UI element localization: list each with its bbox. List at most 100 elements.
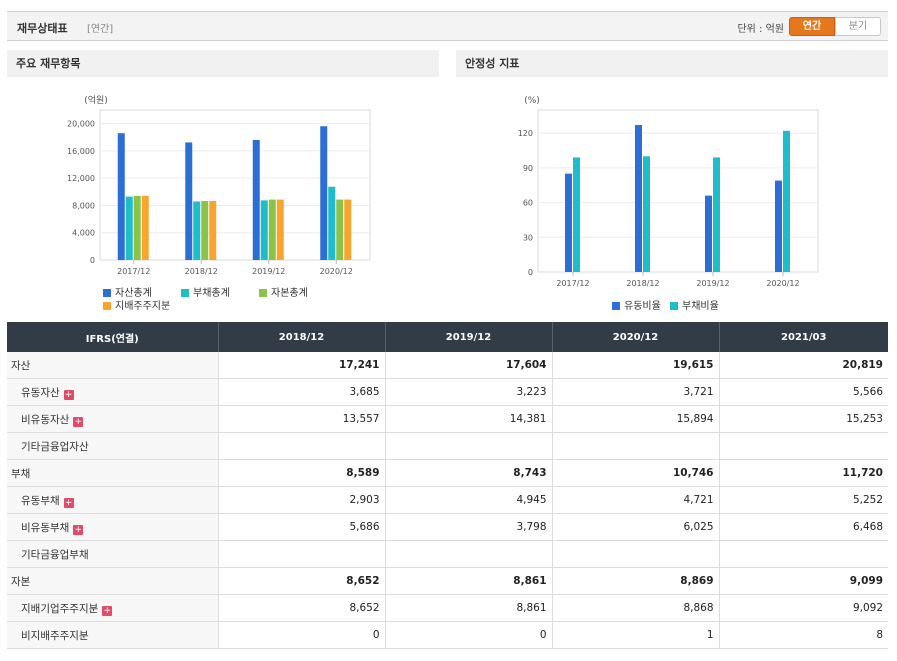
header-ifrs: IFRS(연결) — [7, 322, 219, 352]
table-cell: 17,241 — [218, 352, 386, 379]
row-label: 기타금융업자산 — [7, 432, 219, 460]
x-tick-label: 2020/12 — [766, 279, 799, 288]
table-cell: 0 — [218, 621, 386, 649]
table-row: 유동자산 +3,685 3,223 3,721 5,566 — [7, 378, 888, 406]
table-cell: 8,589 — [218, 459, 386, 487]
legend-item-equity: 자본총계 — [259, 284, 308, 299]
table-cell: 10,746 — [552, 459, 720, 487]
table-cell: 0 — [385, 621, 553, 649]
legend-swatch — [181, 289, 189, 297]
row-label: 부채 — [7, 459, 219, 487]
table-cell — [552, 540, 720, 568]
expand-plus-icon[interactable]: + — [102, 605, 113, 616]
section-title: 재무상태표 — [17, 22, 68, 35]
legend-swatch — [612, 302, 620, 310]
y-tick-label: 60 — [523, 199, 533, 208]
table-row: 자산 17,241 17,604 19,615 20,819 — [7, 352, 888, 379]
left-panel-title: 주요 재무항목 — [7, 50, 439, 77]
section-header: 재무상태표 [연간] 단위 : 억원 연간 분기 — [7, 11, 888, 41]
expand-plus-icon[interactable]: + — [63, 389, 74, 400]
header-period: 2021/03 — [719, 322, 888, 352]
table-cell: 4,721 — [552, 486, 720, 514]
expand-plus-icon[interactable]: + — [73, 524, 84, 535]
table-cell: 6,468 — [719, 513, 888, 541]
y-tick-label: 20,000 — [67, 120, 95, 129]
table-cell: 15,253 — [719, 405, 888, 433]
table-cell: 11,720 — [719, 459, 888, 487]
row-label: 자산 — [7, 352, 219, 379]
y-tick-label: 0 — [528, 268, 533, 277]
bar-1 — [252, 139, 260, 260]
row-label-text: 비유동자산 — [21, 413, 70, 426]
bar-2 — [573, 157, 580, 272]
bar-1 — [565, 173, 572, 272]
table-cell — [385, 540, 553, 568]
row-label[interactable]: 지배기업주주지분 + — [7, 594, 219, 622]
table-cell: 8,869 — [552, 567, 720, 595]
legend-item-controlling-interest: 지배주주지분 — [103, 297, 170, 312]
table-cell: 2,903 — [218, 486, 386, 514]
bar-2 — [783, 130, 790, 272]
row-label-text: 기타금융업부채 — [21, 548, 89, 561]
stability-chart: 0 30 60 90 120 (%) 2017/12 2018/12 2019/12 2020/1… — [518, 96, 819, 288]
bar-4 — [344, 199, 352, 260]
row-label-text: 지배기업주주지분 — [21, 602, 99, 615]
header-period: 2018/12 — [218, 322, 386, 352]
row-label-text: 부채 — [11, 467, 31, 480]
table-row: 유동부채 +2,903 4,945 4,721 5,252 — [7, 486, 888, 514]
table-cell: 8,652 — [218, 594, 386, 622]
table-row: 자본 8,652 8,861 8,869 9,099 — [7, 567, 888, 595]
table-cell: 3,798 — [385, 513, 553, 541]
bar-3 — [268, 199, 276, 260]
row-label[interactable]: 비유동부채 + — [7, 513, 219, 541]
table-cell: 8,652 — [218, 567, 386, 595]
row-label[interactable]: 유동부채 + — [7, 486, 219, 514]
bar-2 — [193, 201, 201, 260]
row-label[interactable]: 유동자산 + — [7, 378, 219, 406]
bar-3 — [201, 201, 209, 260]
table-cell: 19,615 — [552, 352, 720, 379]
bar-1 — [185, 142, 193, 260]
table-cell: 5,686 — [218, 513, 386, 541]
x-tick-label: 2018/12 — [626, 279, 659, 288]
y-tick-label: 0 — [90, 256, 95, 265]
x-tick-label: 2019/12 — [696, 279, 729, 288]
row-label[interactable]: 비유동자산 + — [7, 405, 219, 433]
table-cell: 17,604 — [385, 352, 553, 379]
y-tick-label: 4,000 — [72, 229, 95, 238]
y-axis-label: (%) — [524, 96, 540, 106]
plot-area — [537, 109, 819, 273]
table-cell — [218, 540, 386, 568]
row-label: 비지배주주지분 — [7, 621, 219, 649]
quarter-toggle-button[interactable]: 분기 — [835, 17, 881, 36]
annual-toggle-button[interactable]: 연간 — [789, 17, 835, 36]
table-row: 비유동부채 +5,686 3,798 6,025 6,468 — [7, 513, 888, 541]
expand-plus-icon[interactable]: + — [73, 416, 84, 427]
bar-1 — [320, 126, 328, 260]
y-tick-label: 30 — [523, 233, 533, 242]
bar-4 — [209, 201, 217, 260]
table-cell: 8 — [719, 621, 888, 649]
row-label-text: 비지배주주지분 — [21, 629, 89, 642]
table-row: 비유동자산 +13,557 14,381 15,894 15,253 — [7, 405, 888, 433]
x-tick-label: 2017/12 — [556, 279, 589, 288]
table-cell — [385, 432, 553, 460]
table-cell: 14,381 — [385, 405, 553, 433]
bar-2 — [260, 200, 268, 260]
expand-plus-icon[interactable]: + — [63, 497, 74, 508]
table-cell: 8,861 — [385, 594, 553, 622]
legend-item-current-ratio: 유동비율 — [612, 297, 661, 312]
row-label-text: 유동부채 — [21, 494, 60, 507]
table-cell: 13,557 — [218, 405, 386, 433]
y-tick-label: 8,000 — [72, 201, 95, 210]
y-tick-label: 120 — [518, 129, 533, 138]
financial-items-chart: 0 4,000 8,000 12,000 16,000 20,000 (억원) 2017/12… — [67, 94, 371, 276]
header-period: 2020/12 — [552, 322, 720, 352]
header-period: 2019/12 — [385, 322, 553, 352]
table-cell: 5,566 — [719, 378, 888, 406]
table-cell: 9,092 — [719, 594, 888, 622]
table-cell — [719, 540, 888, 568]
row-label: 기타금융업부채 — [7, 540, 219, 568]
bar-1 — [117, 133, 125, 260]
row-label-text: 비유동부채 — [21, 521, 70, 534]
